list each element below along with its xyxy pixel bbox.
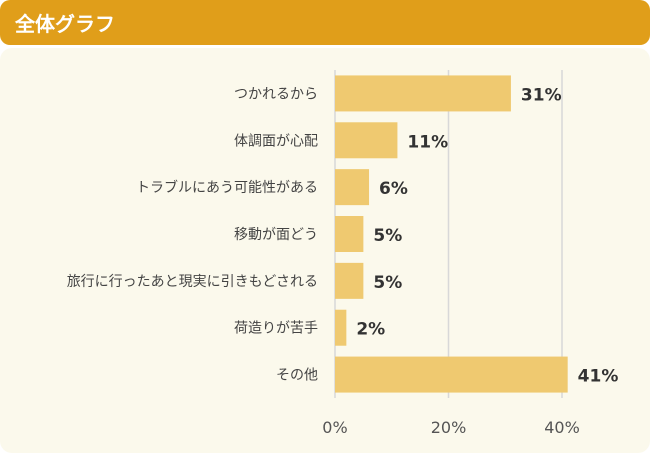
data-label: 41%: [578, 367, 619, 387]
category-label: 移動が面どう: [234, 227, 318, 243]
data-label: 31%: [521, 85, 562, 105]
data-label: 11%: [407, 132, 448, 152]
chart-header: 全体グラフ: [0, 0, 650, 45]
bar: [335, 75, 511, 112]
data-label: 6%: [379, 179, 408, 199]
bar: [335, 309, 347, 346]
data-label: 5%: [373, 273, 402, 293]
category-label: その他: [276, 368, 318, 384]
category-label: つかれるから: [234, 86, 318, 102]
bar: [335, 356, 568, 393]
x-tick-label: 40%: [544, 418, 580, 437]
data-label: 5%: [373, 226, 402, 246]
x-tick-label: 20%: [431, 418, 467, 437]
bar: [335, 216, 364, 252]
category-label: トラブルにあう可能性がある: [136, 179, 318, 196]
bar: [335, 122, 398, 159]
category-label: 体調面が心配: [234, 133, 318, 149]
bar: [335, 262, 364, 299]
category-label: 荷造りが苦手: [234, 321, 318, 337]
x-tick-label: 0%: [322, 418, 347, 437]
category-label: 旅行に行ったあと現実に引きもどされる: [67, 274, 318, 290]
data-label: 2%: [356, 320, 385, 340]
chart-title: 全体グラフ: [15, 12, 115, 36]
bar: [335, 169, 370, 206]
